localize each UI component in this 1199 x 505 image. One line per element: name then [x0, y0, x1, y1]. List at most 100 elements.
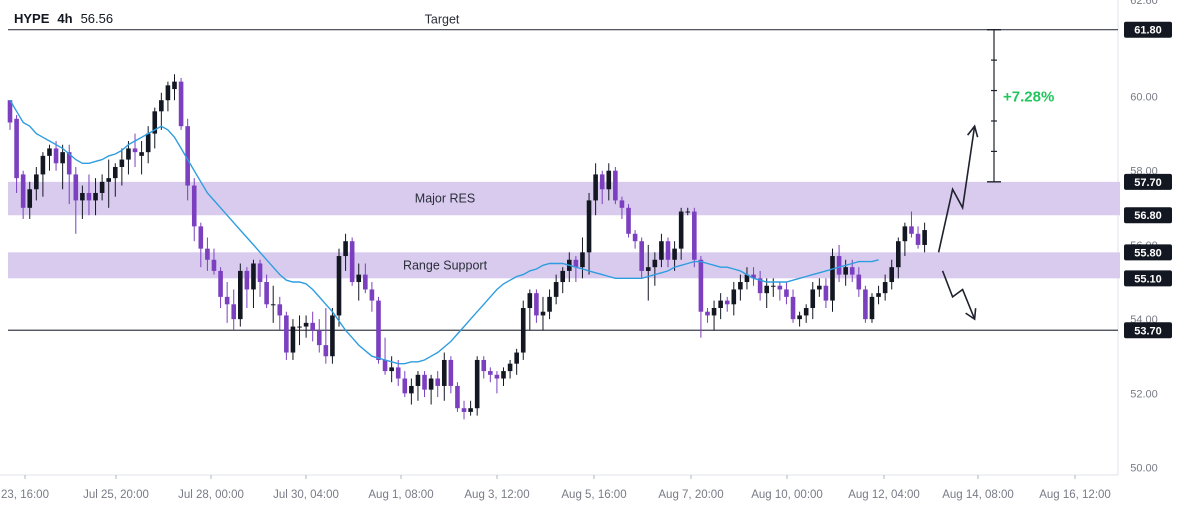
candle-body: [896, 241, 901, 268]
candle-body: [507, 363, 513, 372]
candle-body: [652, 259, 658, 268]
candle-body: [244, 270, 250, 290]
candle-body: [198, 226, 204, 249]
candle-body: [520, 308, 526, 353]
candle-body: [645, 267, 651, 271]
candle-body: [264, 282, 269, 305]
candle-body: [382, 359, 388, 372]
level-label: Target: [425, 13, 460, 27]
candle-body: [152, 111, 158, 134]
moving-average-line: [9, 99, 879, 365]
candle-body: [205, 248, 210, 260]
x-tick-label: Aug 7, 20:00: [658, 489, 723, 501]
x-tick-label: Jul 28, 00:00: [178, 489, 244, 501]
price-tag-label: 61.80: [1134, 25, 1162, 37]
candle-body: [310, 322, 315, 331]
candle-body: [126, 148, 131, 160]
candle-body: [99, 181, 105, 193]
candle-body: [738, 282, 743, 290]
candle-body: [711, 308, 717, 316]
candle-body: [540, 311, 546, 316]
price-tag-label: 53.70: [1134, 325, 1162, 337]
candle-body: [797, 315, 802, 320]
candle-body: [613, 170, 618, 201]
candle-body: [777, 285, 783, 290]
candle-body: [678, 211, 684, 249]
y-tick-label: 50.00: [1130, 463, 1158, 475]
candle-body: [435, 378, 440, 386]
x-tick-label: Aug 14, 08:00: [942, 489, 1014, 501]
candle-body: [349, 241, 355, 283]
candle-body: [468, 408, 473, 412]
candle-body: [580, 252, 585, 268]
candle-body: [448, 359, 454, 386]
candle-body: [224, 296, 230, 305]
candle-body: [395, 367, 401, 379]
candle-body: [514, 352, 519, 364]
candle-body: [632, 233, 638, 242]
candle-body: [863, 289, 868, 320]
candle-body: [876, 293, 881, 297]
y-tick-label: 52.00: [1130, 388, 1158, 400]
candle-body: [902, 226, 908, 242]
candle-body: [422, 374, 427, 390]
candle-body: [428, 378, 434, 390]
candle-body: [231, 304, 237, 320]
last-price-label: 56.56: [80, 11, 114, 26]
candle-body: [60, 152, 65, 164]
candle-body: [731, 289, 737, 305]
candle-body: [494, 374, 500, 379]
candle-body: [73, 174, 79, 201]
candle-body: [856, 274, 862, 290]
x-tick-label: Aug 10, 00:00: [751, 489, 823, 501]
candle-body: [178, 81, 184, 127]
candle-body: [599, 174, 605, 190]
zone-label: Range Support: [403, 258, 488, 272]
candle-body: [415, 374, 421, 386]
candle-body: [869, 296, 875, 320]
symbol-label: HYPE: [14, 11, 50, 26]
candle-body: [474, 359, 480, 409]
price-tag-label: 57.70: [1134, 177, 1162, 189]
candle-body: [7, 100, 13, 123]
candle-body: [211, 259, 217, 271]
candle-body: [803, 308, 809, 316]
candle-body: [191, 185, 197, 227]
candle-body: [356, 274, 362, 283]
candle-body: [481, 359, 487, 372]
candle-body: [330, 315, 335, 357]
y-tick-label: 60.00: [1130, 91, 1158, 103]
candle-body: [685, 211, 691, 213]
x-tick-label: 23, 16:00: [1, 489, 49, 501]
projection-up-arrowhead: [966, 124, 979, 138]
candle-body: [488, 371, 493, 375]
candle-body: [165, 85, 171, 101]
candle-body: [270, 304, 276, 306]
price-tag: [1124, 322, 1172, 339]
price-tag: [1124, 21, 1172, 38]
candle-body: [106, 178, 111, 182]
candle-body: [527, 293, 533, 309]
candle-body: [823, 285, 829, 301]
candle-body: [672, 248, 677, 260]
candle-body: [586, 200, 592, 253]
x-tick-label: Aug 12, 04:00: [848, 489, 920, 501]
zone-label: Major RES: [415, 192, 475, 206]
candle-body: [316, 330, 322, 346]
candle-body: [692, 211, 697, 260]
candle-body: [790, 296, 796, 320]
candle-body: [784, 289, 789, 297]
candle-body: [817, 285, 822, 290]
candle-body: [593, 174, 598, 201]
chart-header: HYPE 4h 56.56: [14, 11, 113, 26]
candle-body: [47, 148, 52, 156]
x-tick-label: Aug 3, 12:00: [464, 489, 529, 501]
candle-body: [363, 274, 368, 290]
candle-body: [20, 174, 26, 208]
candle-body: [553, 282, 559, 297]
candle-body: [619, 200, 625, 208]
price-tag-label: 56.80: [1134, 210, 1162, 222]
candle-body: [218, 270, 223, 297]
timeframe-label[interactable]: 4h: [57, 11, 73, 26]
